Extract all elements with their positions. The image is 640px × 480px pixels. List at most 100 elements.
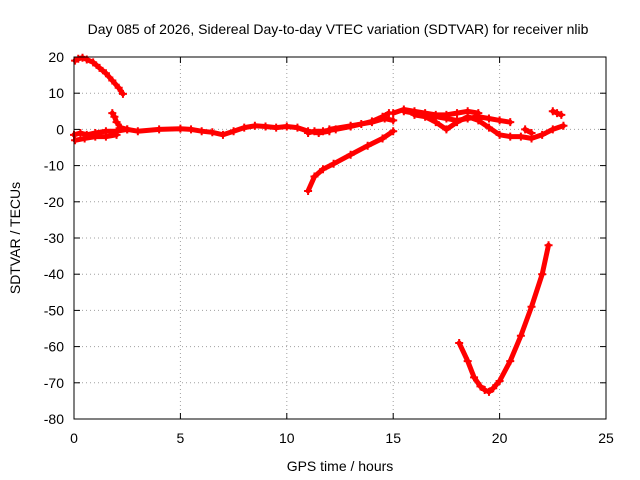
x-axis-label: GPS time / hours [287,458,394,474]
data-point-marker [453,109,462,118]
data-point-marker [112,118,121,127]
data-point-marker [484,114,493,123]
data-point-marker [442,114,451,123]
data-point-marker [553,109,562,118]
data-point-marker [484,123,493,132]
data-point-marker [506,118,515,127]
series-arc-dip-near-17h [410,110,568,143]
data-point-marker [133,127,142,136]
data-point-marker [118,89,127,98]
data-point-marker [470,373,479,382]
data-point-marker [538,270,547,279]
series-line [456,242,551,395]
series-arc-deep-v [455,241,553,396]
data-point-marker [506,357,515,366]
data-point-marker [95,63,104,72]
x-tick-label: 0 [70,430,78,446]
data-point-marker [463,357,472,366]
data-point-marker [476,382,485,391]
data-point-marker [557,110,566,119]
series-arc-late-hook [521,125,536,138]
series-arc-mid-rise-b [325,114,398,134]
series-arc-mid-rise-a [304,109,393,138]
data-point-marker [71,136,80,145]
y-tick-label: -30 [44,230,64,246]
data-point-marker [463,112,472,121]
data-point-marker [495,130,504,139]
data-point-marker [112,130,121,139]
data-point-marker [282,122,291,131]
y-tick-label: 0 [56,121,64,137]
data-point-marker [431,118,440,127]
data-point-marker [304,186,313,195]
y-tick-label: 10 [48,85,64,101]
data-point-marker [310,172,319,181]
data-point-marker [380,114,389,123]
x-tick-label: 5 [177,430,185,446]
data-point-marker [442,125,451,134]
data-point-marker [474,116,483,125]
series-arc-near-zero-b [71,130,121,145]
y-tick-label: -40 [44,266,64,282]
chart-title: Day 085 of 2026, Sidereal Day-to-day VTE… [88,21,589,37]
data-point-marker [318,127,327,136]
data-point-marker [89,58,98,67]
data-point-marker [176,124,185,133]
data-series-layer [70,53,568,396]
data-point-marker [506,132,515,141]
data-point-marker [389,127,398,136]
data-point-marker [410,110,419,119]
data-point-marker [310,127,319,136]
data-point-marker [240,123,249,132]
data-point-marker [197,127,206,136]
data-point-marker [229,127,238,136]
series-arc-short-spike [108,109,132,134]
data-point-marker [527,302,536,311]
data-point-marker [318,165,327,174]
axis-ticks [73,56,607,420]
data-point-marker [363,141,372,150]
data-point-marker [78,53,87,62]
data-point-marker [114,83,123,92]
data-point-marker [489,384,498,393]
x-tick-label: 20 [492,430,508,446]
data-point-marker [538,130,547,139]
data-point-marker [559,121,568,130]
data-point-marker [250,121,259,130]
data-point-marker [329,159,338,168]
data-point-marker [527,129,536,138]
x-tick-label: 25 [598,430,614,446]
data-point-marker [187,125,196,134]
y-tick-label: -80 [44,411,64,427]
data-point-marker [455,338,464,347]
series-arc-early-high [71,53,127,98]
y-axis-tick-labels: 20 10 0 -10 -20 -30 -40 -50 -60 -70 -80 [44,49,64,427]
y-tick-label: -60 [44,339,64,355]
data-point-marker [293,123,302,132]
data-point-marker [346,150,355,159]
data-point-marker [367,118,376,127]
data-point-marker [91,132,100,141]
data-point-marker [101,132,110,141]
data-point-marker [389,109,398,118]
data-point-marker [261,122,270,131]
series-arc-descending-to-minus17 [304,127,398,195]
series-arc-late-plus4 [548,107,566,119]
data-point-marker [101,69,110,78]
data-point-marker [108,76,117,85]
grid [74,57,606,419]
y-tick-label: -20 [44,194,64,210]
y-axis-label: SDTVAR / TECUs [7,182,23,294]
data-point-marker [272,123,281,132]
data-point-marker [548,125,557,134]
x-axis-tick-labels: 0 5 10 15 20 25 [70,430,614,446]
data-point-marker [208,128,217,137]
y-tick-label: -10 [44,158,64,174]
data-point-marker [116,123,125,132]
data-point-marker [155,125,164,134]
data-point-marker [389,116,398,125]
x-tick-label: 10 [279,430,295,446]
data-point-marker [484,387,493,396]
data-point-marker [399,107,408,116]
data-point-marker [544,241,553,250]
